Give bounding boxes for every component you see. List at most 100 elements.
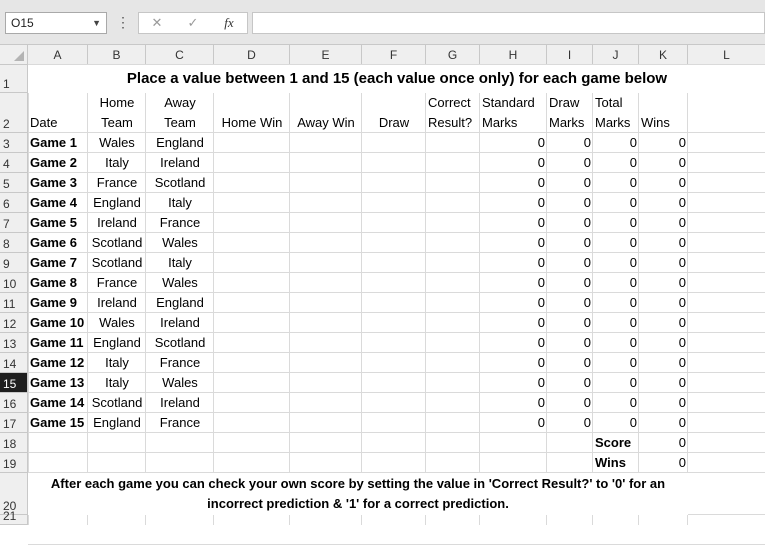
header-standard-marks-line2[interactable]: Marks bbox=[482, 115, 518, 130]
home-win-input[interactable] bbox=[214, 233, 290, 253]
draw-input[interactable] bbox=[362, 253, 426, 273]
draw-marks-cell[interactable]: 0 bbox=[583, 215, 591, 230]
correct-result-input[interactable] bbox=[426, 273, 480, 293]
game-label[interactable]: Game 10 bbox=[30, 315, 85, 330]
standard-marks-cell[interactable]: 0 bbox=[537, 235, 545, 250]
away-win-input[interactable] bbox=[290, 313, 362, 333]
away-team-cell[interactable]: England bbox=[156, 295, 204, 310]
header-away-win[interactable]: Away Win bbox=[297, 115, 355, 130]
home-team-cell[interactable]: Scotland bbox=[91, 235, 143, 250]
game-label[interactable]: Game 7 bbox=[30, 255, 77, 270]
draw-marks-cell[interactable]: 0 bbox=[583, 175, 591, 190]
home-win-input[interactable] bbox=[214, 173, 290, 193]
home-team-cell[interactable]: Wales bbox=[99, 135, 135, 150]
home-team-cell[interactable]: Scotland bbox=[91, 255, 143, 270]
header-total-marks-line2[interactable]: Marks bbox=[595, 115, 631, 130]
home-team-cell[interactable]: Italy bbox=[105, 155, 129, 170]
away-team-cell[interactable]: Ireland bbox=[160, 315, 200, 330]
sheet-title[interactable]: Place a value between 1 and 15 (each val… bbox=[28, 65, 765, 93]
header-away-team-line1[interactable]: Away bbox=[164, 95, 196, 110]
total-marks-cell[interactable]: 0 bbox=[629, 255, 637, 270]
correct-result-input[interactable] bbox=[426, 133, 480, 153]
home-team-cell[interactable]: France bbox=[96, 175, 138, 190]
total-marks-cell[interactable]: 0 bbox=[629, 415, 637, 430]
draw-input[interactable] bbox=[362, 313, 426, 333]
home-team-cell[interactable]: Italy bbox=[105, 375, 129, 390]
column-header-i[interactable]: I bbox=[547, 45, 593, 65]
draw-marks-cell[interactable]: 0 bbox=[583, 315, 591, 330]
header-standard-marks-line1[interactable]: Standard bbox=[482, 95, 535, 110]
game-label[interactable]: Game 1 bbox=[30, 135, 77, 150]
away-team-cell[interactable]: Wales bbox=[162, 275, 198, 290]
column-header-l[interactable]: L bbox=[688, 45, 765, 65]
total-marks-cell[interactable]: 0 bbox=[629, 295, 637, 310]
home-team-cell[interactable]: England bbox=[93, 195, 141, 210]
column-header-e[interactable]: E bbox=[290, 45, 362, 65]
home-team-cell[interactable]: Scotland bbox=[91, 395, 143, 410]
home-win-input[interactable] bbox=[214, 353, 290, 373]
away-win-input[interactable] bbox=[290, 413, 362, 433]
away-team-cell[interactable]: Italy bbox=[168, 195, 192, 210]
standard-marks-cell[interactable]: 0 bbox=[537, 195, 545, 210]
away-win-input[interactable] bbox=[290, 353, 362, 373]
correct-result-input[interactable] bbox=[426, 153, 480, 173]
game-label[interactable]: Game 12 bbox=[30, 355, 85, 370]
row-header-8[interactable]: 8 bbox=[0, 233, 28, 253]
away-win-input[interactable] bbox=[290, 293, 362, 313]
draw-input[interactable] bbox=[362, 373, 426, 393]
header-correct-result-line2[interactable]: Result? bbox=[428, 115, 473, 130]
wins-cell[interactable]: 0 bbox=[678, 335, 686, 350]
wins-cell[interactable]: 0 bbox=[678, 395, 686, 410]
away-win-input[interactable] bbox=[290, 393, 362, 413]
total-marks-cell[interactable]: 0 bbox=[629, 375, 637, 390]
header-away-team-line2[interactable]: Team bbox=[164, 115, 196, 130]
row-header-4[interactable]: 4 bbox=[0, 153, 28, 173]
away-team-cell[interactable]: Ireland bbox=[160, 155, 200, 170]
away-win-input[interactable] bbox=[290, 233, 362, 253]
away-team-cell[interactable]: Scotland bbox=[154, 335, 206, 350]
away-win-input[interactable] bbox=[290, 193, 362, 213]
column-header-d[interactable]: D bbox=[214, 45, 290, 65]
score-label[interactable]: Score bbox=[595, 435, 632, 450]
standard-marks-cell[interactable]: 0 bbox=[537, 415, 545, 430]
wins-cell[interactable]: 0 bbox=[678, 155, 686, 170]
column-header-c[interactable]: C bbox=[146, 45, 214, 65]
row-header-10[interactable]: 10 bbox=[0, 273, 28, 293]
wins-summary-label[interactable]: Wins bbox=[595, 455, 626, 470]
home-win-input[interactable] bbox=[214, 393, 290, 413]
header-home-win[interactable]: Home Win bbox=[221, 115, 283, 130]
home-team-cell[interactable]: England bbox=[93, 335, 141, 350]
standard-marks-cell[interactable]: 0 bbox=[537, 335, 545, 350]
correct-result-input[interactable] bbox=[426, 313, 480, 333]
total-marks-cell[interactable]: 0 bbox=[629, 215, 637, 230]
standard-marks-cell[interactable]: 0 bbox=[537, 355, 545, 370]
row-header-18[interactable]: 18 bbox=[0, 433, 28, 453]
draw-marks-cell[interactable]: 0 bbox=[583, 135, 591, 150]
game-label[interactable]: Game 5 bbox=[30, 215, 77, 230]
correct-result-input[interactable] bbox=[426, 413, 480, 433]
correct-result-input[interactable] bbox=[426, 233, 480, 253]
draw-marks-cell[interactable]: 0 bbox=[583, 235, 591, 250]
chevron-down-icon[interactable]: ▼ bbox=[92, 18, 101, 28]
correct-result-input[interactable] bbox=[426, 373, 480, 393]
wins-cell[interactable]: 0 bbox=[678, 175, 686, 190]
row-header-1[interactable]: 1 bbox=[0, 65, 28, 93]
game-label[interactable]: Game 13 bbox=[30, 375, 85, 390]
home-win-input[interactable] bbox=[214, 313, 290, 333]
draw-input[interactable] bbox=[362, 293, 426, 313]
total-marks-cell[interactable]: 0 bbox=[629, 355, 637, 370]
draw-input[interactable] bbox=[362, 173, 426, 193]
game-label[interactable]: Game 11 bbox=[30, 335, 84, 350]
draw-marks-cell[interactable]: 0 bbox=[583, 155, 591, 170]
away-win-input[interactable] bbox=[290, 213, 362, 233]
correct-result-input[interactable] bbox=[426, 213, 480, 233]
away-win-input[interactable] bbox=[290, 273, 362, 293]
standard-marks-cell[interactable]: 0 bbox=[537, 315, 545, 330]
home-team-cell[interactable]: Ireland bbox=[97, 215, 137, 230]
total-marks-cell[interactable]: 0 bbox=[629, 195, 637, 210]
draw-marks-cell[interactable]: 0 bbox=[583, 375, 591, 390]
home-team-cell[interactable]: Wales bbox=[99, 315, 135, 330]
wins-cell[interactable]: 0 bbox=[678, 235, 686, 250]
score-value[interactable]: 0 bbox=[678, 435, 686, 450]
column-header-g[interactable]: G bbox=[426, 45, 480, 65]
